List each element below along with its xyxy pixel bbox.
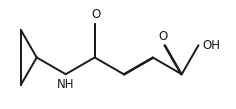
Text: O: O (159, 30, 168, 43)
Text: O: O (92, 8, 101, 21)
Text: NH: NH (57, 78, 74, 91)
Text: OH: OH (202, 39, 220, 52)
